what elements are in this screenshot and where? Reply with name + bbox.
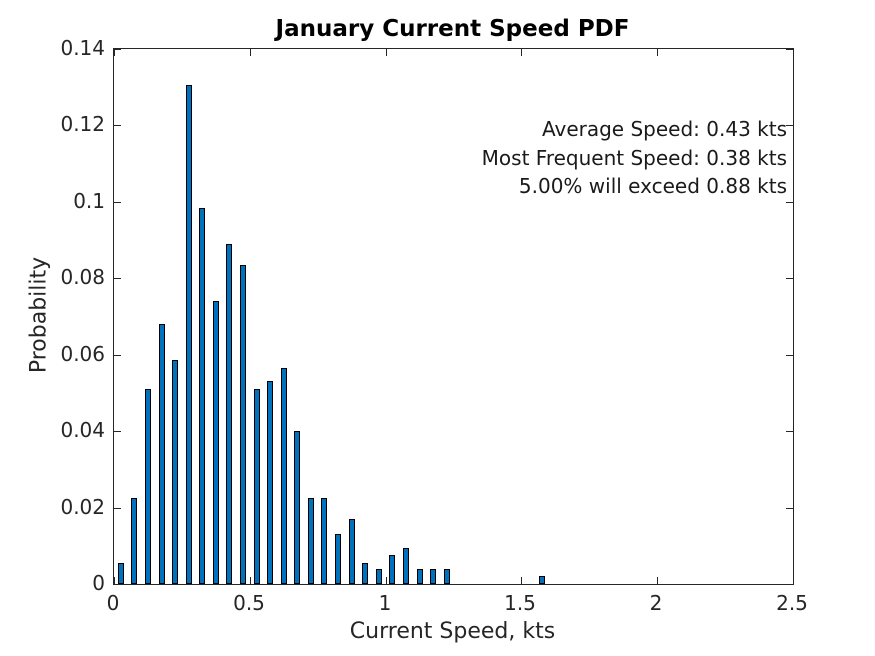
histogram-bar <box>281 368 287 584</box>
x-tick-mark <box>250 577 251 584</box>
y-tick-mark <box>114 584 121 585</box>
histogram-bar <box>362 563 368 584</box>
histogram-bar <box>131 498 137 584</box>
y-tick-label: 0.06 <box>60 342 105 366</box>
y-tick-mark <box>114 508 121 509</box>
x-tick-mark <box>114 577 115 584</box>
y-tick-label: 0 <box>92 571 105 595</box>
y-tick-label: 0.02 <box>60 495 105 519</box>
histogram-bar <box>267 381 273 584</box>
x-tick-label: 0 <box>106 591 120 615</box>
x-tick-label: 2 <box>649 591 663 615</box>
histogram-bar <box>417 569 423 584</box>
histogram-bar <box>240 265 246 584</box>
histogram-bar <box>444 569 450 584</box>
histogram-bar <box>172 360 178 584</box>
x-tick-label: 1 <box>378 591 392 615</box>
histogram-bar <box>199 208 205 584</box>
x-tick-mark <box>793 577 794 584</box>
y-tick-mark <box>786 431 793 432</box>
histogram-bar <box>321 498 327 584</box>
x-tick-label: 1.5 <box>504 591 536 615</box>
histogram-bar <box>226 244 232 584</box>
histogram-bar <box>294 431 300 584</box>
y-tick-label: 0.14 <box>60 36 105 60</box>
histogram-bar <box>403 548 409 584</box>
y-tick-mark <box>786 584 793 585</box>
y-tick-mark <box>114 202 121 203</box>
y-tick-mark <box>114 431 121 432</box>
y-tick-mark <box>786 355 793 356</box>
y-tick-mark <box>114 125 121 126</box>
x-tick-mark <box>114 49 115 56</box>
y-tick-mark <box>114 49 121 50</box>
stats-annotation: Average Speed: 0.43 kts Most Frequent Sp… <box>482 115 787 201</box>
y-tick-label: 0.04 <box>60 418 105 442</box>
histogram-bar <box>145 389 151 584</box>
x-tick-mark <box>657 49 658 56</box>
annotation-average-speed: Average Speed: 0.43 kts <box>541 117 787 141</box>
histogram-bar <box>308 498 314 584</box>
y-tick-mark <box>114 278 121 279</box>
histogram-bar <box>254 389 260 584</box>
annotation-exceedance: 5.00% will exceed 0.88 kts <box>518 174 787 198</box>
histogram-bar <box>335 534 341 584</box>
y-tick-label: 0.1 <box>73 189 105 213</box>
x-tick-mark <box>386 577 387 584</box>
x-tick-mark <box>521 577 522 584</box>
x-tick-mark <box>657 577 658 584</box>
x-tick-mark <box>250 49 251 56</box>
x-axis-label: Current Speed, kts <box>349 619 556 644</box>
chart-title: January Current Speed PDF <box>275 16 630 42</box>
histogram-bar <box>186 85 192 584</box>
y-tick-mark <box>786 508 793 509</box>
y-tick-label: 0.12 <box>60 112 105 136</box>
histogram-bar <box>213 301 219 584</box>
histogram-bar <box>118 563 124 584</box>
histogram-bar <box>349 519 355 584</box>
y-tick-mark <box>786 278 793 279</box>
x-tick-label: 0.5 <box>233 591 265 615</box>
histogram-bar <box>159 324 165 584</box>
plot-area: Average Speed: 0.43 kts Most Frequent Sp… <box>113 48 794 585</box>
x-tick-mark <box>521 49 522 56</box>
annotation-most-frequent-speed: Most Frequent Speed: 0.38 kts <box>481 145 787 170</box>
y-tick-mark <box>786 202 793 203</box>
x-tick-label: 2.5 <box>776 591 808 615</box>
histogram-bar <box>376 569 382 584</box>
histogram-bar <box>389 555 395 584</box>
histogram-bar <box>539 576 545 584</box>
y-tick-mark <box>786 125 793 126</box>
x-tick-mark <box>793 49 794 56</box>
y-tick-mark <box>114 355 121 356</box>
y-tick-mark <box>786 49 793 50</box>
y-tick-label: 0.08 <box>60 265 105 289</box>
histogram-bar <box>430 569 436 584</box>
x-tick-mark <box>386 49 387 56</box>
